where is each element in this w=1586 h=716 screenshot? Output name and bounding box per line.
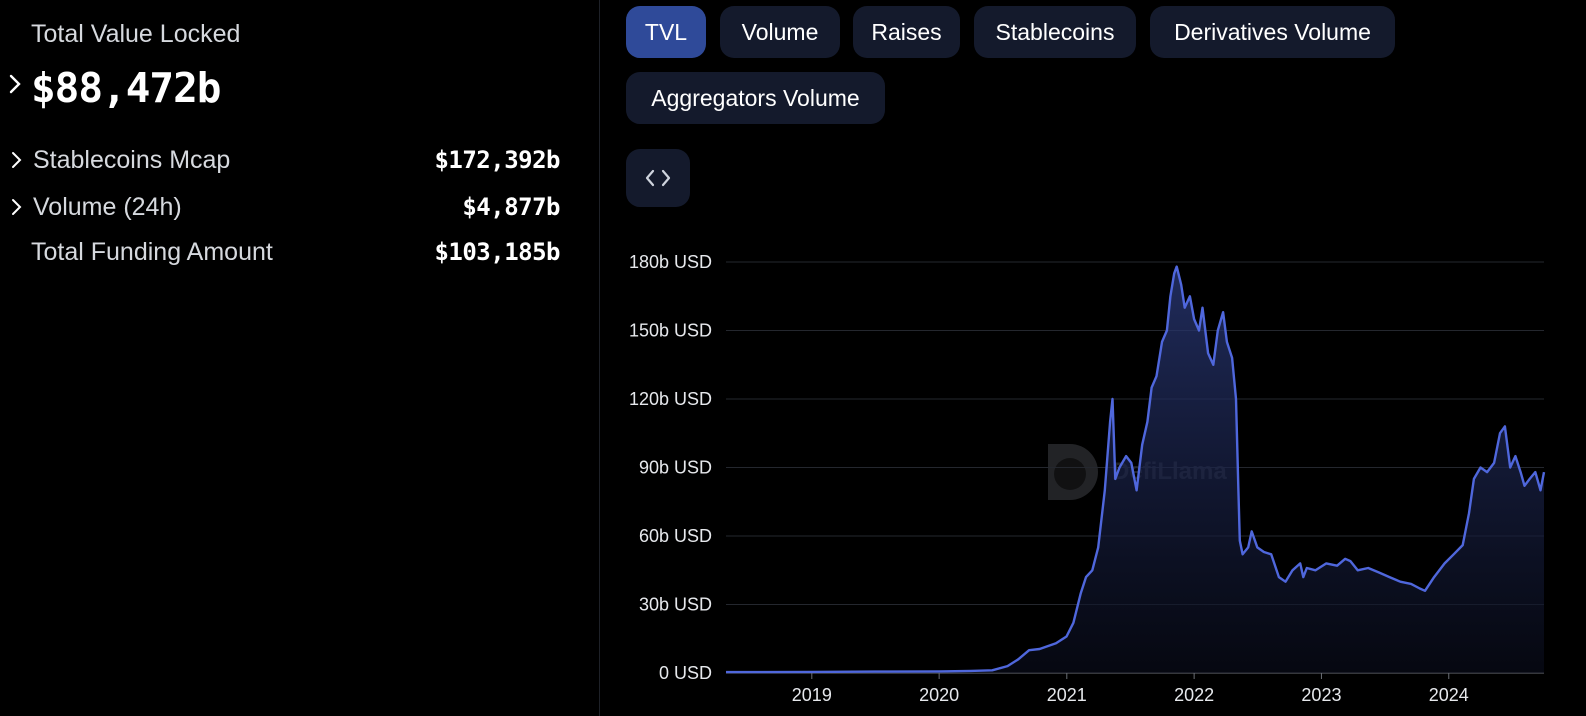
y-tick-label: 180b USD (629, 252, 712, 272)
tab-volume[interactable]: Volume (720, 6, 840, 58)
y-tick-label: 120b USD (629, 389, 712, 409)
x-tick-label: 2023 (1301, 685, 1341, 705)
tab-raises[interactable]: Raises (853, 6, 960, 58)
tab-stablecoins[interactable]: Stablecoins (974, 6, 1136, 58)
chevron-right-icon[interactable] (11, 197, 23, 221)
series-line (725, 265, 1546, 674)
panel-divider (599, 0, 600, 716)
x-tick-label: 2019 (792, 685, 832, 705)
tab-derivatives-volume[interactable]: Derivatives Volume (1150, 6, 1395, 58)
stat-value: $103,185b (434, 238, 560, 266)
y-tick-label: 30b USD (639, 595, 712, 615)
tvl-chart[interactable]: 0 USD 30b USD 60b USD 90b USD 120b USD 150b U… (600, 230, 1586, 716)
stat-value: $172,392b (434, 146, 560, 174)
tab-tvl[interactable]: TVL (626, 6, 706, 58)
series-area (726, 266, 1544, 673)
tvl-label: Total Value Locked (31, 20, 241, 48)
stat-row-funding: Total Funding Amount $103,185b (0, 238, 560, 272)
series-tvl (725, 265, 1546, 674)
x-tick-label: 2020 (919, 685, 959, 705)
y-tick-label: 90b USD (639, 458, 712, 478)
y-axis: 0 USD 30b USD 60b USD 90b USD 120b USD 150b U… (629, 252, 712, 683)
tvl-value: $88,472b (31, 64, 221, 112)
embed-code-button[interactable] (626, 149, 690, 207)
code-brackets-icon (645, 169, 671, 187)
stat-label: Stablecoins Mcap (33, 146, 231, 174)
y-tick-label: 0 USD (659, 663, 712, 683)
chevron-right-icon[interactable] (11, 150, 23, 174)
stat-row-stablecoins[interactable]: Stablecoins Mcap $172,392b (0, 146, 560, 180)
y-tick-label: 60b USD (639, 526, 712, 546)
stat-label: Total Funding Amount (31, 238, 273, 266)
x-tick-label: 2021 (1047, 685, 1087, 705)
x-tick-label: 2022 (1174, 685, 1214, 705)
x-tick-label: 2024 (1429, 685, 1469, 705)
x-axis: 2019 2020 2021 2022 2023 2024 (792, 673, 1469, 705)
tab-aggregators-volume[interactable]: Aggregators Volume (626, 72, 885, 124)
stat-label: Volume (24h) (33, 193, 182, 221)
stat-row-volume[interactable]: Volume (24h) $4,877b (0, 193, 560, 227)
y-tick-label: 150b USD (629, 321, 712, 341)
summary-panel: Total Value Locked $88,472b Stablecoins … (0, 0, 599, 716)
chevron-right-icon[interactable] (8, 73, 22, 99)
stat-value: $4,877b (462, 193, 560, 221)
